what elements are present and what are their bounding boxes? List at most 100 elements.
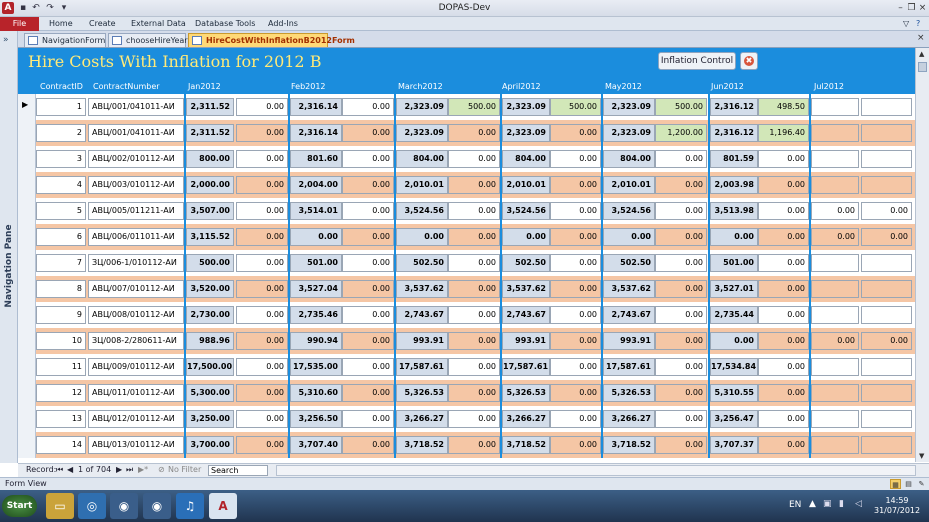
- inflation-field[interactable]: 0.00: [236, 254, 288, 272]
- hire-cost-field[interactable]: 2,004.00: [290, 176, 342, 194]
- language-indicator[interactable]: EN: [789, 500, 802, 510]
- inflation-field[interactable]: [861, 358, 912, 376]
- design-view-icon[interactable]: ✎: [918, 480, 925, 488]
- ribbon-minimize-icon[interactable]: ▽: [903, 19, 910, 28]
- hire-cost-field[interactable]: 0.00: [502, 228, 550, 246]
- inflation-field[interactable]: [861, 436, 912, 454]
- table-row[interactable]: 14 АВЦ/013/010112-АИ 3,700.00 0.00 3,707.40 0…: [18, 432, 915, 458]
- contractnumber-field[interactable]: АВЦ/008/010112-АИ: [88, 306, 184, 324]
- contractnumber-field[interactable]: АВЦ/001/041011-АИ: [88, 124, 184, 142]
- inflation-field[interactable]: 0.00: [811, 332, 859, 350]
- inflation-field[interactable]: 0.00: [861, 332, 912, 350]
- hire-cost-field[interactable]: 0.00: [603, 228, 655, 246]
- tab-external-data[interactable]: External Data: [131, 19, 186, 28]
- hire-cost-field[interactable]: 2,316.12: [710, 124, 758, 142]
- inflation-field[interactable]: 1,196.40: [758, 124, 809, 142]
- inflation-field[interactable]: 0.00: [236, 98, 288, 116]
- inflation-field[interactable]: 0.00: [448, 436, 500, 454]
- hire-cost-field[interactable]: 502.50: [502, 254, 550, 272]
- inflation-field[interactable]: 0.00: [655, 150, 707, 168]
- inflation-field[interactable]: 0.00: [550, 384, 601, 402]
- inflation-field[interactable]: 0.00: [655, 410, 707, 428]
- hire-cost-field[interactable]: 804.00: [502, 150, 550, 168]
- inflation-field[interactable]: 0.00: [342, 176, 394, 194]
- new-record-icon[interactable]: ▶*: [138, 465, 149, 474]
- inflation-field[interactable]: 0.00: [550, 202, 601, 220]
- hire-cost-field[interactable]: 5,310.60: [290, 384, 342, 402]
- hire-cost-field[interactable]: 17,587.61: [396, 358, 448, 376]
- hire-cost-field[interactable]: 3,700.00: [186, 436, 234, 454]
- table-row[interactable]: 13 АВЦ/012/010112-АИ 3,250.00 0.00 3,256.50 0…: [18, 406, 915, 432]
- inflation-field[interactable]: [811, 306, 859, 324]
- inflation-field[interactable]: 0.00: [236, 124, 288, 142]
- inflation-field[interactable]: 0.00: [861, 202, 912, 220]
- doctab-hirecostwithinflation[interactable]: HireCostWithInflationB2012Form: [188, 33, 355, 47]
- inflation-field[interactable]: 0.00: [342, 202, 394, 220]
- hire-cost-field[interactable]: 2,323.09: [502, 98, 550, 116]
- contractid-field[interactable]: 12: [36, 384, 86, 402]
- browser-taskbar-icon[interactable]: ◉: [110, 493, 138, 519]
- hire-cost-field[interactable]: 17,535.00: [290, 358, 342, 376]
- inflation-field[interactable]: 0.00: [550, 228, 601, 246]
- record-selector[interactable]: [18, 198, 36, 224]
- hire-cost-field[interactable]: 800.00: [186, 150, 234, 168]
- hire-cost-field[interactable]: 5,310.55: [710, 384, 758, 402]
- hire-cost-field[interactable]: 3,266.27: [396, 410, 448, 428]
- inflation-field[interactable]: [811, 384, 859, 402]
- table-row[interactable]: 3 АВЦ/002/010112-АИ 800.00 0.00 801.60 0.00 80…: [18, 146, 915, 172]
- contractnumber-field[interactable]: АВЦ/001/041011-АИ: [88, 98, 184, 116]
- datasheet-view-icon[interactable]: ▤: [905, 480, 912, 488]
- hire-cost-field[interactable]: 804.00: [603, 150, 655, 168]
- inflation-field[interactable]: 0.00: [342, 306, 394, 324]
- inflation-field[interactable]: 0.00: [758, 358, 809, 376]
- navigation-pane-expand-icon[interactable]: »: [3, 35, 9, 45]
- inflation-field[interactable]: [811, 280, 859, 298]
- inflation-field[interactable]: 0.00: [342, 280, 394, 298]
- hire-cost-field[interactable]: 2,311.52: [186, 124, 234, 142]
- hire-cost-field[interactable]: 17,500.00: [186, 358, 234, 376]
- show-hidden-icons-icon[interactable]: ▲: [809, 499, 816, 509]
- file-tab[interactable]: File: [0, 17, 39, 31]
- hire-cost-field[interactable]: 804.00: [396, 150, 448, 168]
- hire-cost-field[interactable]: 993.91: [603, 332, 655, 350]
- hire-cost-field[interactable]: 2,316.12: [710, 98, 758, 116]
- inflation-field[interactable]: 0.00: [655, 306, 707, 324]
- record-selector[interactable]: [18, 432, 36, 458]
- explorer-taskbar-icon[interactable]: ▭: [46, 493, 74, 519]
- contractid-field[interactable]: 8: [36, 280, 86, 298]
- inflation-field[interactable]: 0.00: [655, 254, 707, 272]
- inflation-field[interactable]: 0.00: [342, 436, 394, 454]
- hire-cost-field[interactable]: 3,527.01: [710, 280, 758, 298]
- hire-cost-field[interactable]: 2,010.01: [396, 176, 448, 194]
- hire-cost-field[interactable]: 3,524.56: [502, 202, 550, 220]
- tab-create[interactable]: Create: [89, 19, 116, 28]
- hire-cost-field[interactable]: 2,323.09: [396, 98, 448, 116]
- access-app-icon[interactable]: A: [2, 2, 14, 14]
- hire-cost-field[interactable]: 3,520.00: [186, 280, 234, 298]
- hire-cost-field[interactable]: 2,010.01: [502, 176, 550, 194]
- first-record-icon[interactable]: ⏮: [56, 465, 64, 474]
- inflation-field[interactable]: [861, 306, 912, 324]
- inflation-field[interactable]: 0.00: [758, 306, 809, 324]
- hire-cost-field[interactable]: 2,730.00: [186, 306, 234, 324]
- contractnumber-field[interactable]: АВЦ/002/010112-АИ: [88, 150, 184, 168]
- hire-cost-field[interactable]: 5,326.53: [603, 384, 655, 402]
- inflation-field[interactable]: 0.00: [448, 358, 500, 376]
- inflation-field[interactable]: 0.00: [758, 150, 809, 168]
- hire-cost-field[interactable]: 2,323.09: [502, 124, 550, 142]
- hire-cost-field[interactable]: 3,266.27: [502, 410, 550, 428]
- close-form-button[interactable]: ✖: [740, 52, 758, 70]
- hire-cost-field[interactable]: 3,514.01: [290, 202, 342, 220]
- doctab-choosehireyear[interactable]: chooseHireYear: [108, 33, 188, 47]
- hire-cost-field[interactable]: 2,735.44: [710, 306, 758, 324]
- table-row[interactable]: 12 АВЦ/011/010112-АИ 5,300.00 0.00 5,310.60 0…: [18, 380, 915, 406]
- inflation-field[interactable]: 0.00: [550, 176, 601, 194]
- hire-cost-field[interactable]: 3,707.37: [710, 436, 758, 454]
- hire-cost-field[interactable]: 2,743.67: [603, 306, 655, 324]
- inflation-field[interactable]: 0.00: [448, 150, 500, 168]
- clock[interactable]: 14:59 31/07/2012: [874, 496, 920, 516]
- inflation-field[interactable]: 0.00: [550, 358, 601, 376]
- contractid-field[interactable]: 10: [36, 332, 86, 350]
- inflation-field[interactable]: 0.00: [448, 228, 500, 246]
- hire-cost-field[interactable]: 502.50: [396, 254, 448, 272]
